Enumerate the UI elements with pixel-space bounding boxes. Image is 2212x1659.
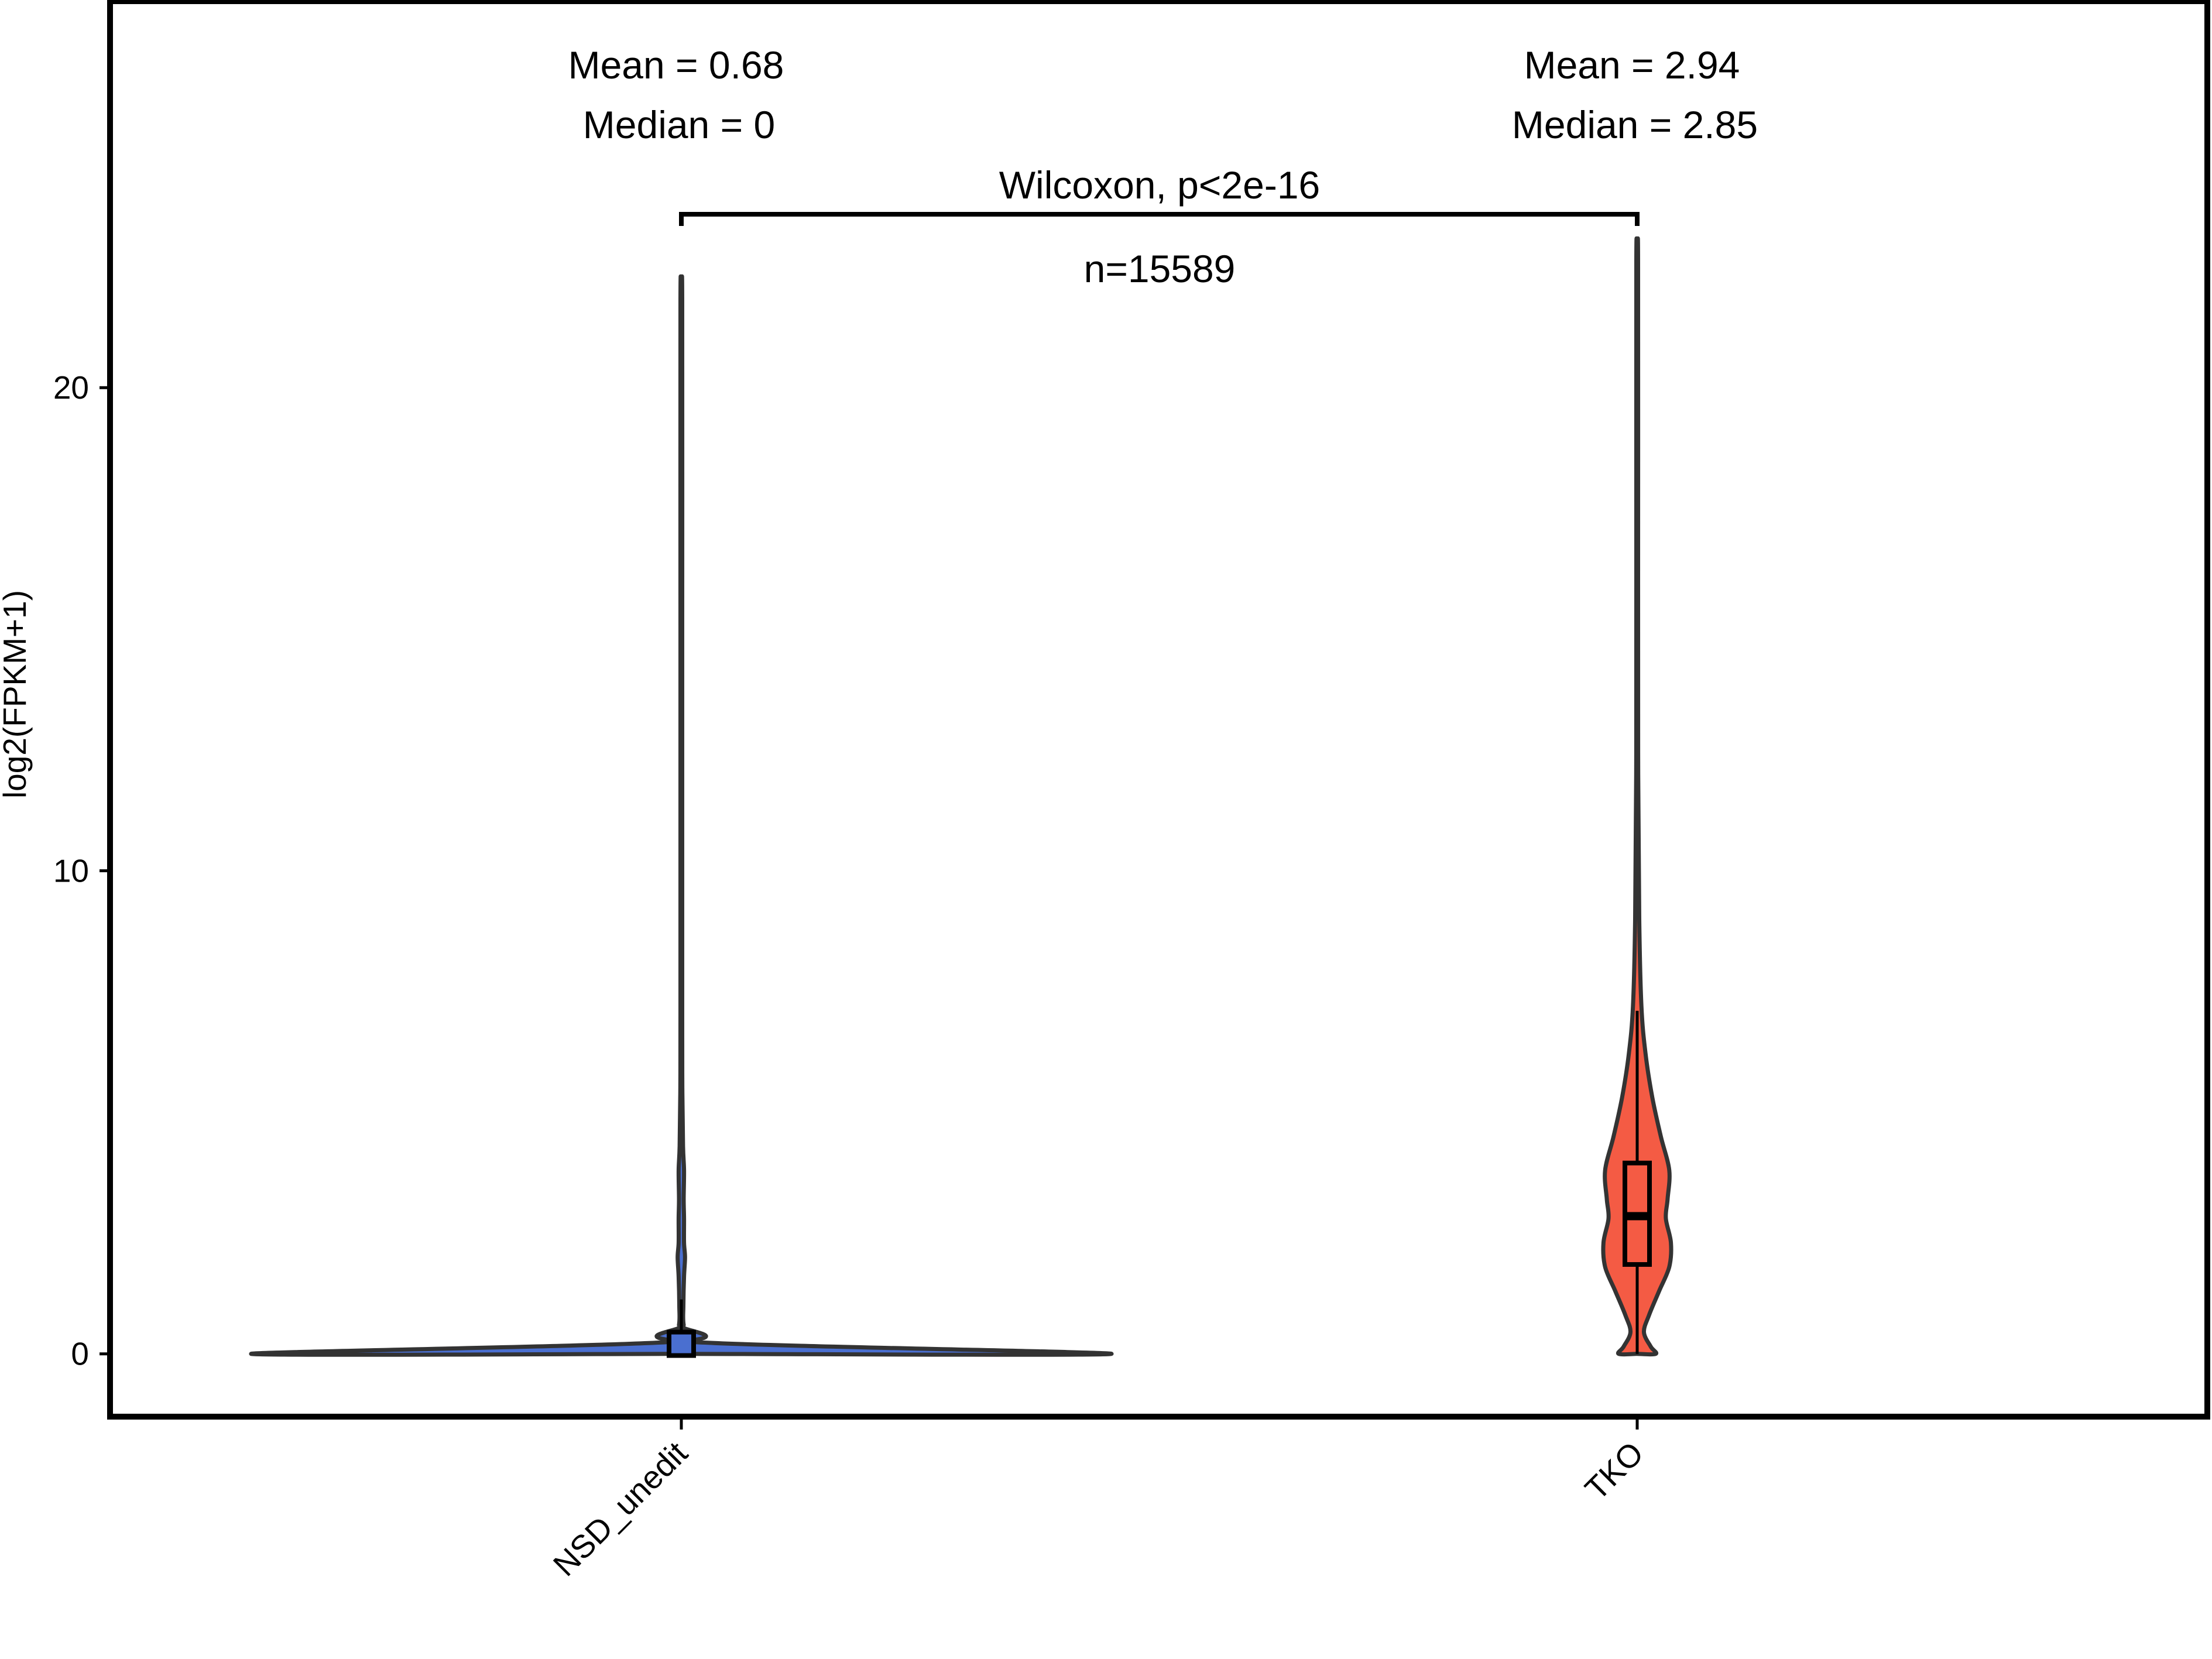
- sample-size-label: n=15589: [1084, 247, 1236, 290]
- median-label-TKO: Median = 2.85: [1512, 103, 1758, 146]
- y-axis-title: log2(FPKM+1): [0, 590, 33, 798]
- comparison-bracket: Wilcoxon, p<2e-16 n=15589: [679, 163, 1640, 290]
- violin-NSD_unedit: [249, 274, 1114, 1357]
- test-result-label: Wilcoxon, p<2e-16: [999, 163, 1320, 207]
- boxplots-layer: [667, 1010, 1652, 1358]
- median-label-NSD_unedit: Median = 0: [583, 103, 775, 146]
- boxplot-TKO: [1623, 1010, 1652, 1354]
- violin-TKO: [1601, 236, 1673, 1357]
- mean-label-NSD_unedit: Mean = 0.68: [568, 43, 784, 87]
- group-stats-annotations: Mean = 0.68 Median = 0 Mean = 2.94 Median =…: [568, 43, 1758, 146]
- y-tick-label-0: 0: [71, 1336, 89, 1372]
- iqr-box: [667, 1329, 696, 1358]
- y-tick-label-10: 10: [53, 852, 89, 889]
- violins-layer: [249, 236, 1673, 1357]
- mean-label-TKO: Mean = 2.94: [1524, 43, 1740, 87]
- y-axis: 0 10 20: [53, 369, 110, 1372]
- boxplot-NSD_unedit: [667, 1299, 696, 1358]
- bracket-line: [679, 212, 1640, 226]
- y-tick-label-20: 20: [53, 369, 89, 406]
- panel-border: [107, 0, 2210, 1420]
